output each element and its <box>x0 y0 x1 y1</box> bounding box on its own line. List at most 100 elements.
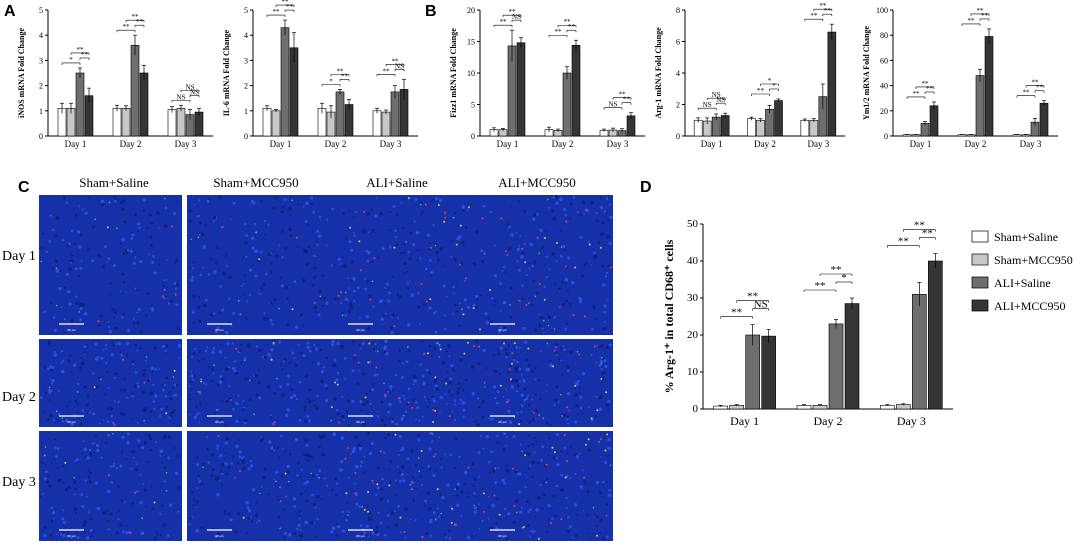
significance-label: ** <box>623 96 631 104</box>
panel-letter-a: A <box>4 3 16 20</box>
error-bar <box>265 105 269 111</box>
y-tick-label: 8 <box>676 6 680 15</box>
error-bar <box>1015 134 1019 135</box>
significance-bracket: NS <box>394 62 405 72</box>
legend-label: Sham+MCC950 <box>994 253 1073 267</box>
legend-item: Sham+Saline <box>971 230 1058 244</box>
significance-label: ** <box>286 3 294 11</box>
micrograph-tile: 100 μm <box>187 195 330 335</box>
bar <box>756 119 765 137</box>
significance-label: ** <box>819 2 827 10</box>
significance-label: NS <box>703 101 712 109</box>
chart-il-6: 0 1 2 3 4 5 IL-6 mRNA Fold Change Day 1 Day 2 Day… <box>222 0 418 149</box>
x-tick-label: Day 1 <box>65 139 87 149</box>
y-tick-label: 10 <box>687 366 699 378</box>
bar <box>571 44 581 137</box>
scale-bar: 100 μm <box>59 529 84 538</box>
significance-bracket: ** <box>915 80 935 89</box>
error-bar <box>811 118 816 122</box>
scale-bar-label: 100 μm <box>355 534 365 538</box>
scale-bar-label: 100 μm <box>497 420 507 424</box>
significance-bracket: * <box>835 272 853 284</box>
bar <box>800 119 810 137</box>
x-tick-label: Day 3 <box>175 139 197 149</box>
bar <box>280 27 290 137</box>
scale-bar-label: 100 μm <box>66 534 76 538</box>
error-bar <box>705 117 710 125</box>
significance-label: ** <box>922 228 933 240</box>
significance-bracket: ** <box>275 0 295 8</box>
x-tick-label: Day 2 <box>120 139 142 149</box>
bar <box>390 91 400 137</box>
significance-label: * <box>329 77 333 85</box>
x-tick-label: Day 3 <box>607 139 629 149</box>
x-tick-label: Day 1 <box>730 414 759 428</box>
significance-bracket: ** <box>736 291 769 303</box>
scale-bar-label: 100 μm <box>355 328 365 332</box>
scale-bar-label: 100 μm <box>355 420 365 424</box>
bar <box>745 334 760 410</box>
x-tick-label: Day 2 <box>325 139 347 149</box>
panel-letter-b: B <box>425 3 437 20</box>
error-bar <box>1033 118 1037 126</box>
significance-bracket: ** <box>961 17 981 26</box>
y-axis-label: iNOS mRNA Fold Change <box>17 28 26 118</box>
significance-bracket: ** <box>612 91 632 100</box>
scale-bar: 100 μm <box>207 323 232 332</box>
micrograph-tile: 100 μm <box>470 195 613 335</box>
micrograph-tile: 100 μm <box>328 431 471 541</box>
bar <box>761 335 776 410</box>
error-bar <box>274 109 278 113</box>
error-bar <box>69 102 73 114</box>
significance-bracket: ** <box>134 18 145 28</box>
significance-bracket: ** <box>822 7 833 17</box>
significance-bracket: ** <box>903 220 936 232</box>
significance-label: ** <box>564 18 572 26</box>
y-tick-label: 20 <box>880 107 888 116</box>
significance-label: NS <box>186 83 195 91</box>
significance-label: ** <box>981 12 989 20</box>
error-bar <box>914 134 918 135</box>
error-bar <box>987 28 991 45</box>
error-bar <box>829 23 834 40</box>
error-bar <box>802 118 807 122</box>
error-bar <box>629 112 633 119</box>
micrograph-tile: 100 μm <box>470 431 613 541</box>
y-axis-label: Ym1/2 mRNA Fold Change <box>862 26 871 120</box>
y-tick-label: 3 <box>39 56 43 65</box>
error-bar <box>767 104 772 114</box>
significance-label: ** <box>757 87 765 95</box>
significance-label: ** <box>968 17 976 25</box>
significance-label: ** <box>922 80 930 88</box>
bar <box>75 72 85 137</box>
significance-bracket: ** <box>803 280 837 292</box>
error-bar <box>574 39 578 51</box>
significance-label: ** <box>913 90 921 98</box>
significance-label: NS <box>512 13 521 21</box>
significance-bracket: ** <box>330 67 350 77</box>
error-bar <box>802 404 806 407</box>
x-tick-label: Day 3 <box>380 139 402 149</box>
significance-bracket: ** <box>979 12 990 21</box>
legend-item: ALI+MCC950 <box>971 299 1065 313</box>
y-tick-label: 20 <box>687 329 699 341</box>
y-tick-label: 1 <box>244 107 248 116</box>
significance-bracket: ** <box>502 8 522 18</box>
scale-bar-label: 100 μm <box>214 328 224 332</box>
significance-label: * <box>768 77 772 85</box>
y-tick-label: 5 <box>39 6 43 15</box>
micrograph-tile: 100 μm <box>39 195 182 335</box>
scale-bar-label: 100 μm <box>497 328 507 332</box>
x-tick-label: Day 1 <box>270 139 292 149</box>
significance-bracket: * <box>61 56 81 65</box>
significance-label: ** <box>831 264 842 276</box>
error-bar <box>917 282 922 307</box>
significance-bracket: ** <box>548 28 568 38</box>
significance-label: ** <box>824 7 832 15</box>
error-bar <box>978 68 982 82</box>
y-tick-label: 1 <box>39 107 43 116</box>
error-bar <box>905 134 909 135</box>
y-tick-label: 0 <box>39 132 43 141</box>
y-tick-label: 50 <box>687 218 699 230</box>
bar <box>774 100 783 137</box>
